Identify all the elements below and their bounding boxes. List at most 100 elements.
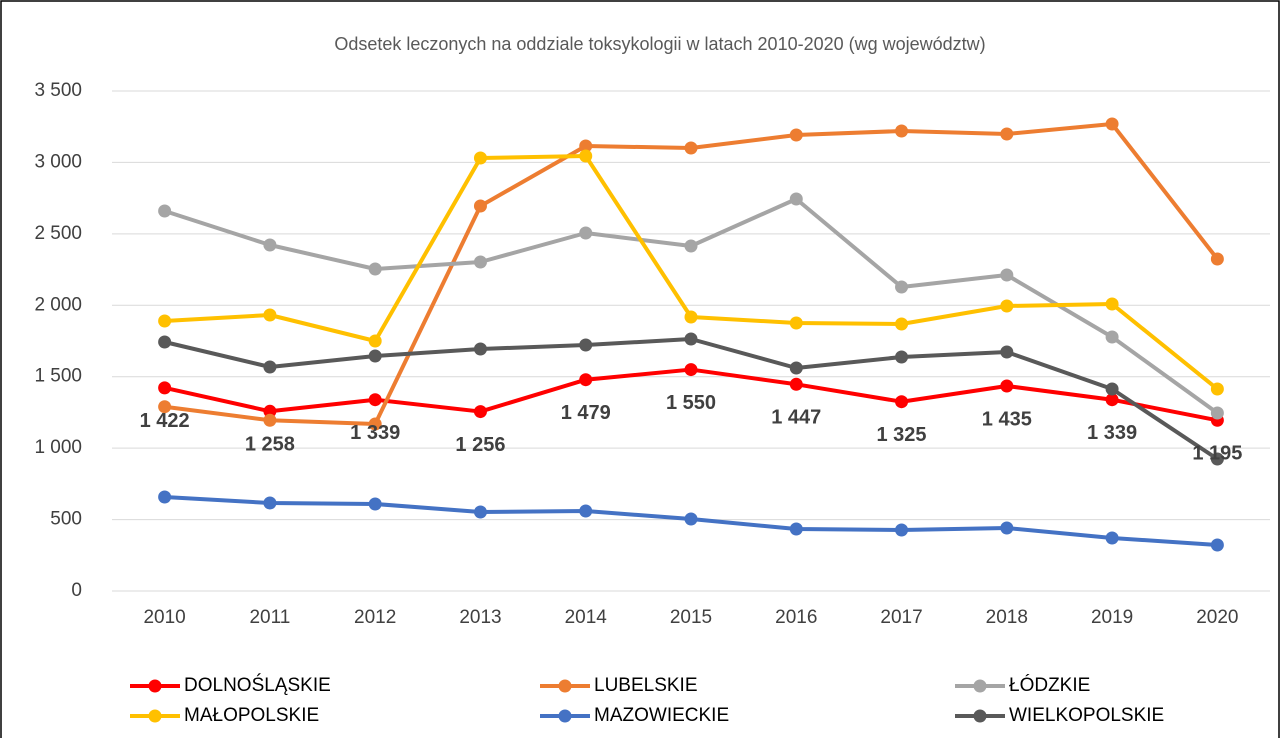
legend-marker bbox=[973, 709, 987, 723]
legend-label: LUBELSKIE bbox=[594, 675, 698, 696]
legend-label: MAŁOPOLSKIE bbox=[184, 705, 319, 726]
data-point bbox=[579, 338, 593, 352]
legend-label: MAZOWIECKIE bbox=[594, 705, 729, 726]
data-point bbox=[158, 335, 172, 349]
data-point bbox=[1105, 531, 1119, 545]
data-point bbox=[579, 504, 593, 518]
y-tick-label: 2 000 bbox=[34, 294, 82, 315]
data-point bbox=[1210, 538, 1224, 552]
data-point bbox=[473, 199, 487, 213]
data-point bbox=[789, 192, 803, 206]
data-point bbox=[158, 314, 172, 328]
legend-marker bbox=[148, 709, 162, 723]
data-point bbox=[263, 360, 277, 374]
data-point bbox=[1000, 521, 1014, 535]
data-point bbox=[1210, 452, 1224, 466]
data-point bbox=[158, 204, 172, 218]
x-tick-label: 2012 bbox=[354, 607, 396, 628]
data-point bbox=[895, 280, 909, 294]
legend-marker bbox=[558, 709, 572, 723]
data-point bbox=[368, 497, 382, 511]
data-point bbox=[368, 334, 382, 348]
data-point bbox=[1000, 345, 1014, 359]
data-point bbox=[368, 417, 382, 431]
data-point bbox=[789, 522, 803, 536]
legend-marker bbox=[558, 679, 572, 693]
y-tick-label: 500 bbox=[50, 509, 82, 530]
data-label: 1 447 bbox=[771, 407, 821, 429]
data-label: 1 256 bbox=[455, 434, 505, 456]
data-point bbox=[1105, 393, 1119, 407]
data-point bbox=[1000, 379, 1014, 393]
data-point bbox=[158, 381, 172, 395]
data-label: 1 325 bbox=[877, 424, 927, 446]
data-point bbox=[579, 139, 593, 153]
data-point bbox=[895, 124, 909, 138]
data-point bbox=[1105, 117, 1119, 131]
data-point bbox=[684, 310, 698, 324]
data-point bbox=[263, 238, 277, 252]
data-point bbox=[684, 239, 698, 253]
data-point bbox=[684, 512, 698, 526]
data-point bbox=[158, 400, 172, 414]
data-point bbox=[1000, 299, 1014, 313]
data-point bbox=[473, 405, 487, 419]
y-tick-label: 3 000 bbox=[34, 151, 82, 172]
data-label: 1 195 bbox=[1192, 443, 1242, 465]
x-tick-label: 2018 bbox=[986, 607, 1028, 628]
y-tick-label: 1 500 bbox=[34, 366, 82, 387]
chart-title: Odsetek leczonych na oddziale toksykolog… bbox=[334, 34, 985, 54]
data-label: 1 435 bbox=[982, 408, 1032, 430]
legend-label: ŁÓDZKIE bbox=[1009, 674, 1090, 696]
data-point bbox=[579, 149, 593, 163]
data-point bbox=[895, 395, 909, 409]
data-label: 1 550 bbox=[666, 392, 716, 414]
data-point bbox=[789, 316, 803, 330]
legend-marker bbox=[973, 679, 987, 693]
x-tick-label: 2011 bbox=[249, 607, 290, 628]
data-point bbox=[1000, 127, 1014, 141]
data-point bbox=[473, 255, 487, 269]
data-point bbox=[1210, 382, 1224, 396]
data-point bbox=[789, 361, 803, 375]
data-point bbox=[368, 349, 382, 363]
data-label: 1 479 bbox=[561, 402, 611, 424]
legend-label: WIELKOPOLSKIE bbox=[1009, 705, 1164, 726]
data-point bbox=[1105, 382, 1119, 396]
data-point bbox=[789, 377, 803, 391]
x-tick-label: 2016 bbox=[775, 607, 817, 628]
x-tick-label: 2017 bbox=[880, 607, 922, 628]
x-tick-label: 2019 bbox=[1091, 607, 1133, 628]
data-point bbox=[473, 151, 487, 165]
data-point bbox=[473, 505, 487, 519]
y-tick-label: 1 000 bbox=[34, 437, 82, 458]
data-point bbox=[579, 373, 593, 387]
legend-label: DOLNOŚLĄSKIE bbox=[184, 674, 331, 696]
x-tick-label: 2010 bbox=[143, 607, 185, 628]
x-tick-label: 2013 bbox=[459, 607, 501, 628]
data-point bbox=[263, 496, 277, 510]
data-point bbox=[1210, 252, 1224, 266]
data-point bbox=[1000, 268, 1014, 282]
data-label: 1 422 bbox=[140, 410, 190, 432]
data-point bbox=[579, 226, 593, 240]
data-point bbox=[895, 317, 909, 331]
x-tick-label: 2015 bbox=[670, 607, 712, 628]
data-point bbox=[1105, 330, 1119, 344]
data-point bbox=[895, 523, 909, 537]
y-tick-label: 3 500 bbox=[34, 80, 82, 101]
data-point bbox=[158, 490, 172, 504]
data-label: 1 339 bbox=[1087, 422, 1137, 444]
x-tick-label: 2014 bbox=[565, 607, 608, 628]
data-point bbox=[1210, 406, 1224, 420]
data-point bbox=[263, 413, 277, 427]
data-point bbox=[789, 128, 803, 142]
y-tick-label: 0 bbox=[71, 580, 82, 601]
data-point bbox=[684, 332, 698, 346]
data-point bbox=[684, 363, 698, 377]
x-tick-label: 2020 bbox=[1196, 607, 1238, 628]
data-point bbox=[895, 350, 909, 364]
data-point bbox=[684, 141, 698, 155]
